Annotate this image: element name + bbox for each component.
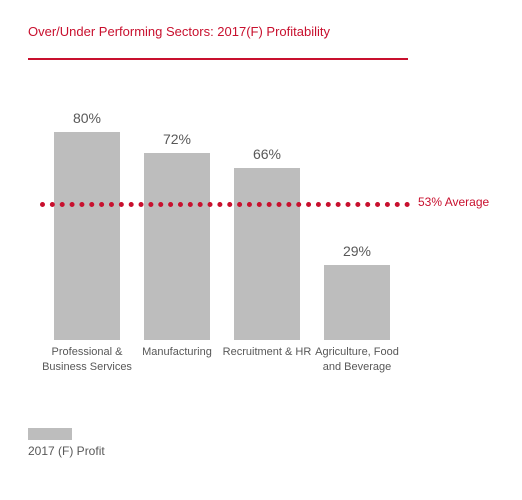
chart-title: Over/Under Performing Sectors: 2017(F) P… — [28, 24, 330, 39]
legend-swatch — [28, 428, 72, 440]
bar-0 — [54, 132, 120, 340]
category-label-3: Agriculture, Food and Beverage — [312, 345, 402, 375]
legend: 2017 (F) Profit — [28, 428, 105, 458]
bar-value-2: 66% — [234, 146, 300, 162]
title-underline — [28, 58, 408, 60]
bar-col-1: 72% — [144, 153, 210, 340]
category-label-0: Professional & Business Services — [42, 345, 132, 375]
average-reference-label: 53% Average — [418, 195, 489, 209]
category-label-1: Manufacturing — [132, 345, 222, 360]
average-reference-line — [40, 202, 410, 207]
bar-group: 80% Professional & Business Services 72%… — [40, 80, 400, 340]
bar-col-0: 80% — [54, 132, 120, 340]
bar-value-1: 72% — [144, 131, 210, 147]
category-label-2: Recruitment & HR — [222, 345, 312, 360]
bar-col-2: 66% — [234, 168, 300, 340]
bar-col-3: 29% — [324, 265, 390, 340]
bar-value-3: 29% — [324, 243, 390, 259]
bar-2 — [234, 168, 300, 340]
bar-value-0: 80% — [54, 110, 120, 126]
bar-1 — [144, 153, 210, 340]
legend-label: 2017 (F) Profit — [28, 444, 105, 458]
bar-3 — [324, 265, 390, 340]
bar-chart: 80% Professional & Business Services 72%… — [40, 80, 480, 380]
